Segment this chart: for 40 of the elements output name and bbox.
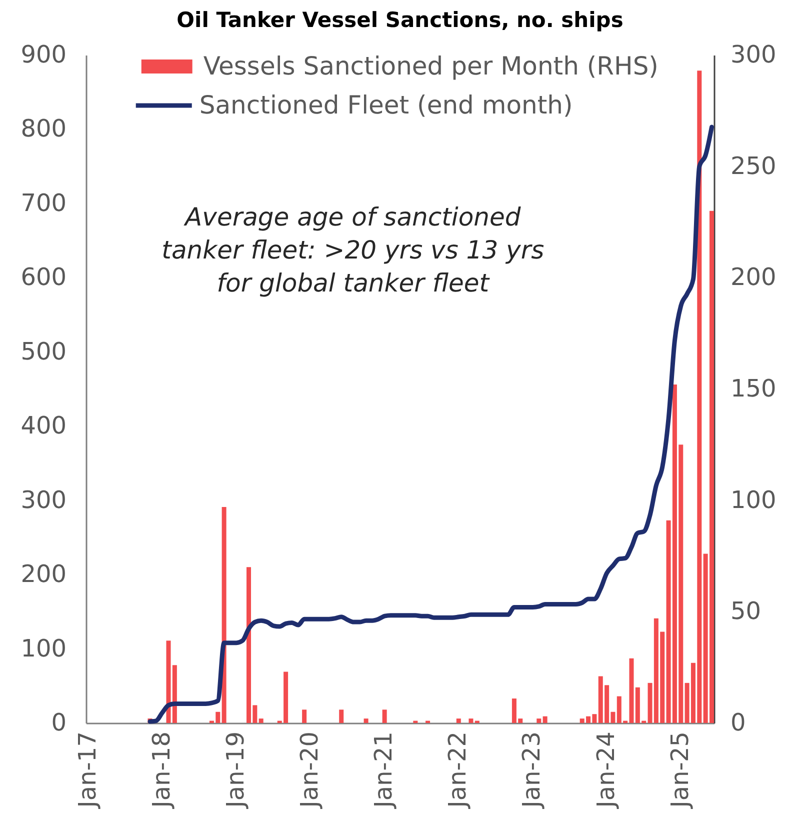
y-tick-label: 400 (20, 412, 66, 440)
y-tick-label: 200 (20, 560, 66, 588)
y-tick-label: 300 (20, 486, 66, 514)
bar (542, 716, 548, 723)
y2-tick-label: 200 (730, 263, 776, 292)
y-tick-label: 600 (20, 263, 66, 292)
y-tick-label: 800 (20, 114, 66, 143)
y2-tick-label: 50 (730, 597, 762, 626)
chart-title: Oil Tanker Vessel Sanctions, no. ships (176, 8, 624, 32)
y-tick-label: 100 (20, 634, 66, 662)
x-tick-label: Jan-17 (73, 732, 102, 810)
y-tick-label: 0 (51, 708, 66, 736)
legend-label: Sanctioned Fleet (end month) (199, 90, 573, 120)
x-tick-label: Jan-20 (295, 732, 324, 810)
bar (456, 718, 461, 723)
x-tick-label: Jan-23 (518, 732, 546, 810)
x-tick-label: Jan-18 (147, 732, 176, 810)
y2-tick-label: 300 (730, 40, 776, 68)
bar (468, 718, 474, 723)
x-tick-label: Jan-19 (221, 732, 250, 810)
legend-label: Vessels Sanctioned per Month (RHS) (203, 52, 658, 81)
x-tick-label: Jan-22 (444, 732, 472, 810)
bar (302, 710, 307, 723)
x-tick-label: Jan-25 (666, 732, 694, 810)
line-series (148, 124, 714, 724)
y-tick-label: 900 (20, 40, 66, 68)
bar (364, 718, 368, 723)
y2-tick-label: 150 (730, 374, 776, 402)
y-tick-label: 700 (20, 188, 66, 217)
bar (339, 710, 344, 723)
bar (382, 710, 387, 723)
bar (536, 718, 542, 723)
x-tick-label: Jan-24 (592, 732, 620, 810)
bar (258, 718, 264, 723)
x-tick-label: Jan-21 (370, 732, 398, 810)
y2-tick-label: 0 (730, 708, 746, 736)
y-tick-label: 500 (20, 337, 66, 366)
y2-tick-label: 250 (730, 152, 776, 180)
y2-tick-label: 100 (730, 486, 776, 514)
annotation: Average age of sanctioned tanker fleet: >20 yrs vs 13 yrs for global tanker fleet (162, 202, 544, 298)
